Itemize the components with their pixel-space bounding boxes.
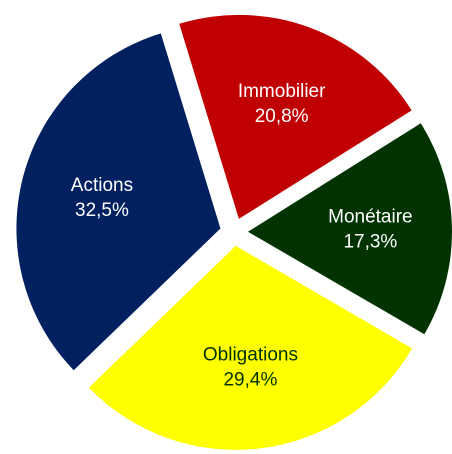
slice-value-label: 32,5% <box>75 200 129 221</box>
slice-label: Obligations <box>203 344 298 365</box>
slice-value-label: 29,4% <box>223 369 277 390</box>
pie-slice <box>179 14 412 219</box>
slice-label: Immobilier <box>238 81 326 102</box>
pie-slice <box>247 123 452 335</box>
pie-slice <box>16 33 221 371</box>
slice-label: Monétaire <box>328 207 413 228</box>
slice-value-label: 20,8% <box>255 106 309 127</box>
pie-slice <box>88 245 413 450</box>
slice-label: Actions <box>71 175 133 196</box>
slice-value-label: 17,3% <box>343 232 397 253</box>
